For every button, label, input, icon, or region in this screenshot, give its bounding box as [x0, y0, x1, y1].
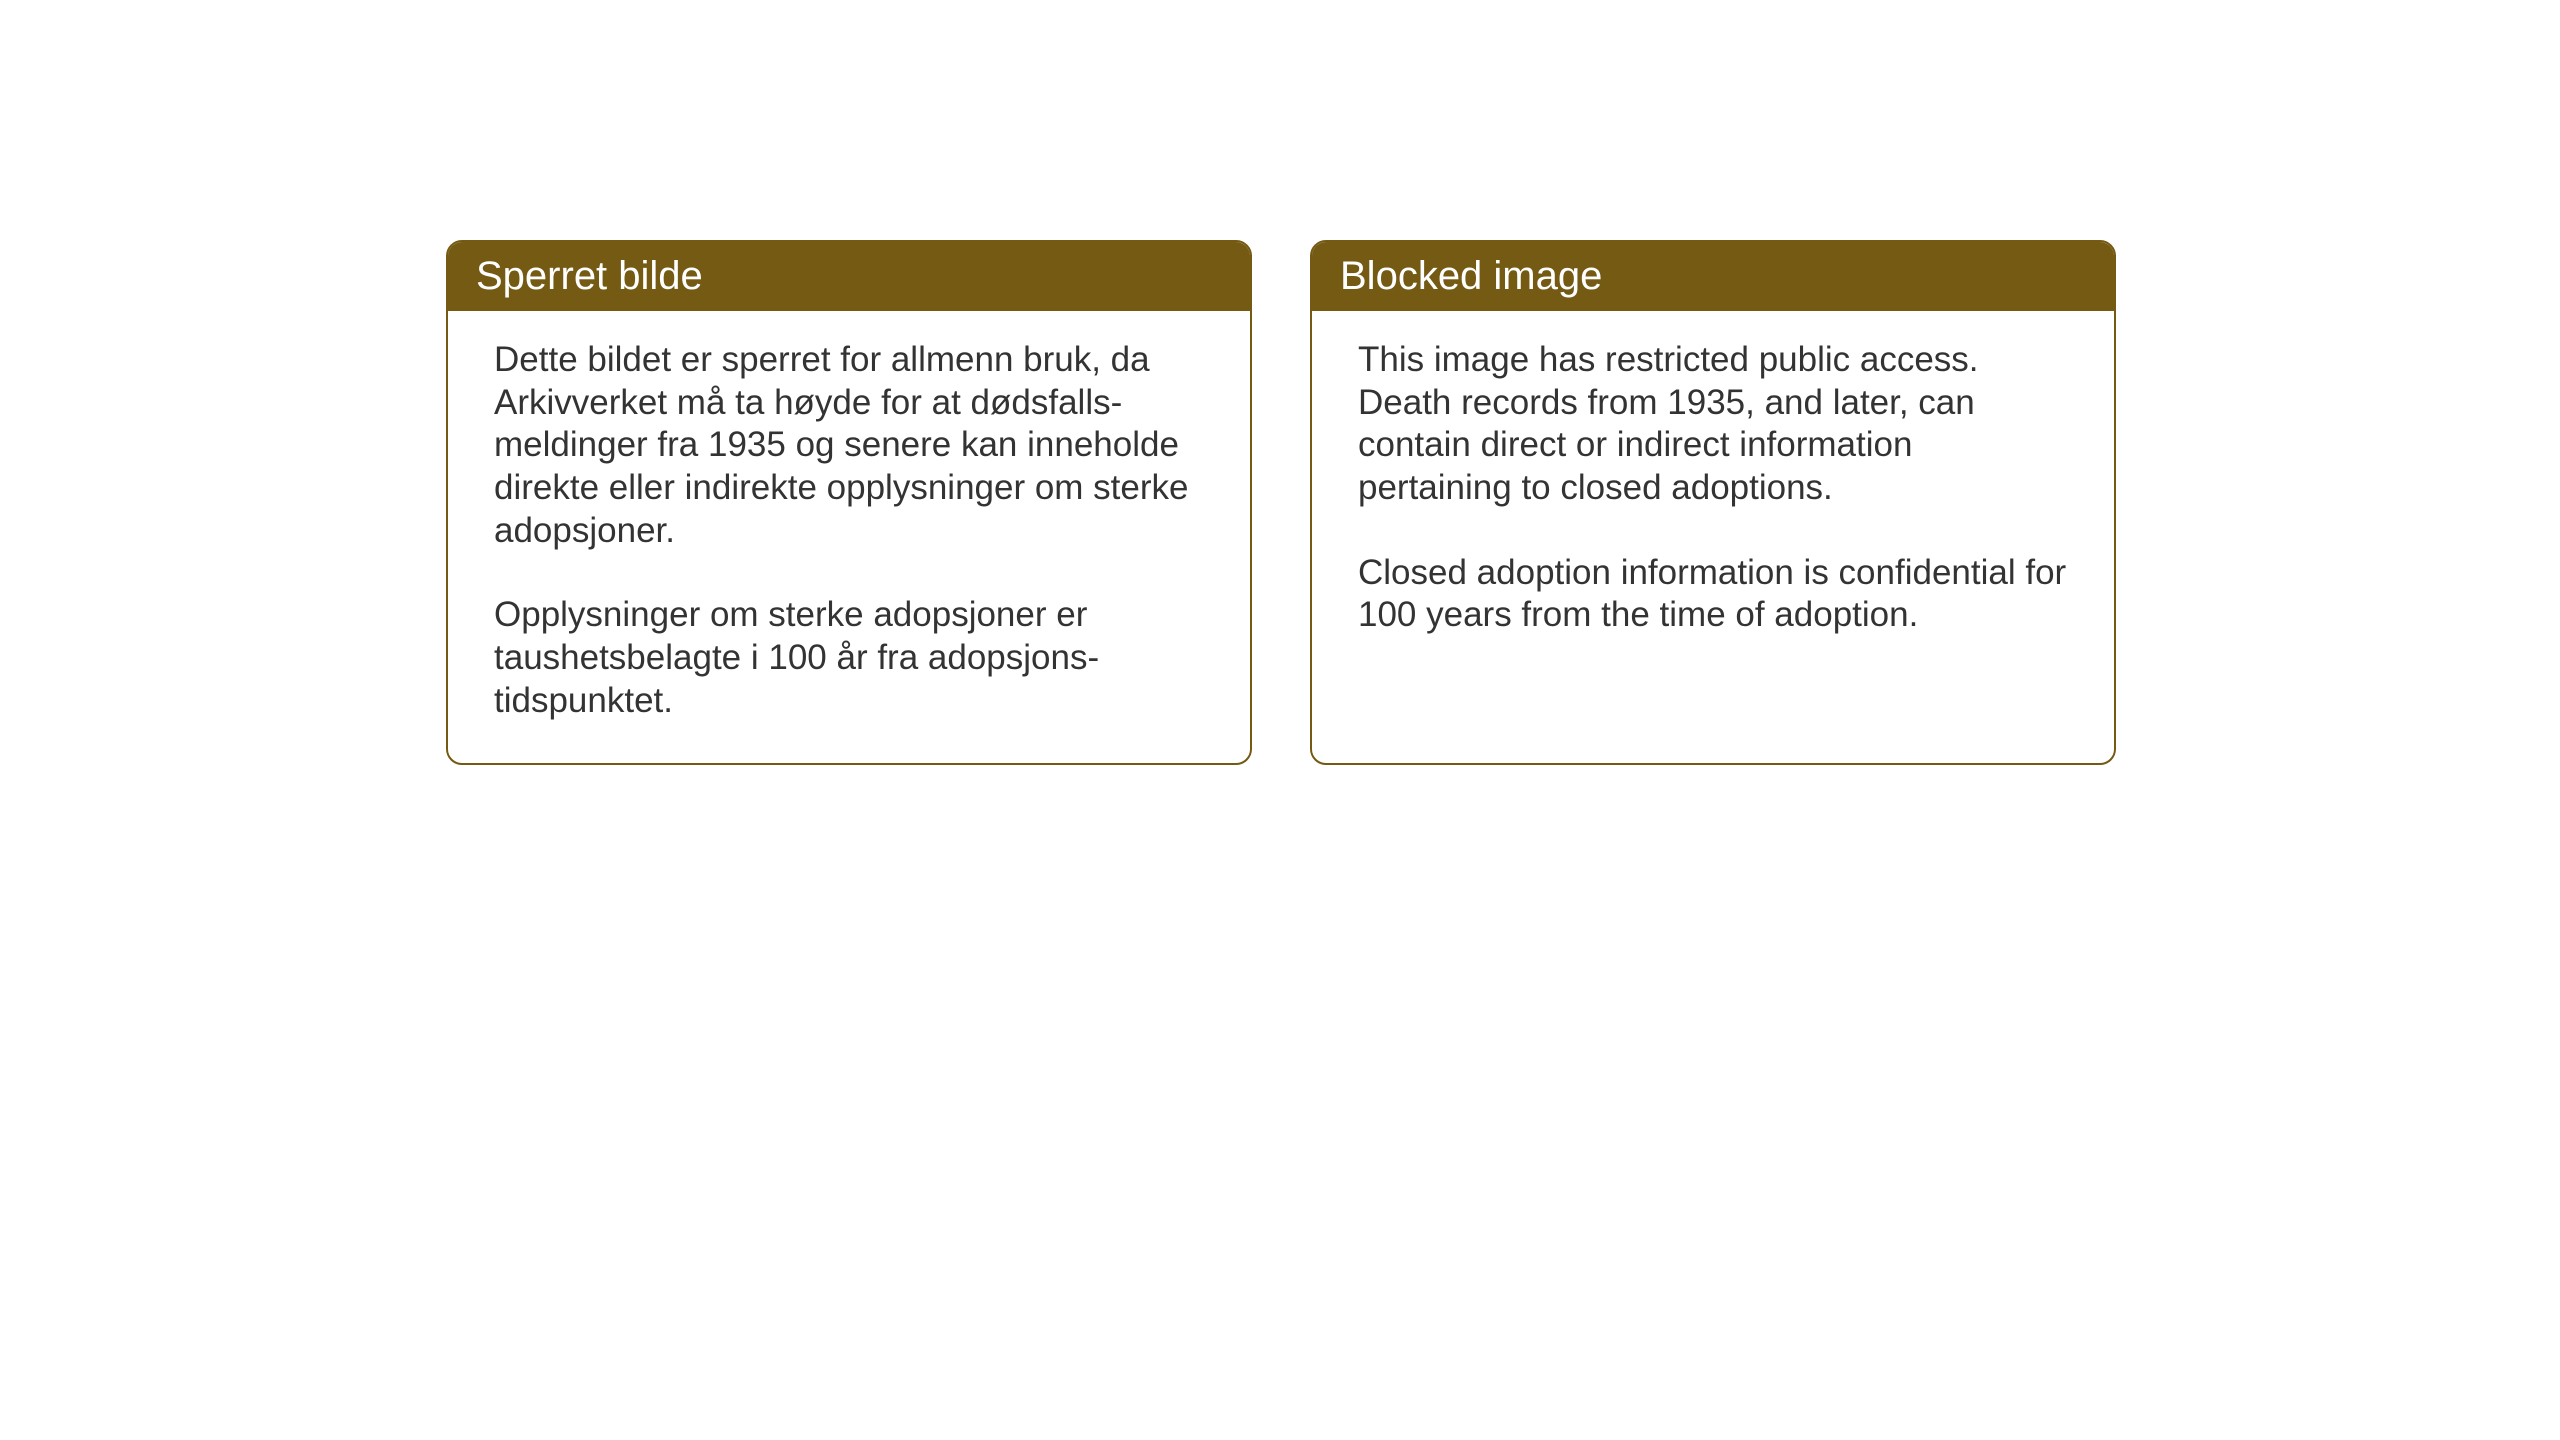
- card-title-norwegian: Sperret bilde: [476, 254, 703, 298]
- card-paragraph-1-norwegian: Dette bildet er sperret for allmenn bruk…: [494, 339, 1204, 552]
- card-body-english: This image has restricted public access.…: [1312, 311, 2114, 677]
- card-body-norwegian: Dette bildet er sperret for allmenn bruk…: [448, 311, 1250, 763]
- card-header-norwegian: Sperret bilde: [448, 242, 1250, 311]
- card-paragraph-2-english: Closed adoption information is confident…: [1358, 552, 2068, 637]
- notice-card-english: Blocked image This image has restricted …: [1310, 240, 2116, 765]
- card-header-english: Blocked image: [1312, 242, 2114, 311]
- notice-card-norwegian: Sperret bilde Dette bildet er sperret fo…: [446, 240, 1252, 765]
- card-paragraph-1-english: This image has restricted public access.…: [1358, 339, 2068, 510]
- notice-cards-container: Sperret bilde Dette bildet er sperret fo…: [446, 240, 2116, 765]
- card-paragraph-2-norwegian: Opplysninger om sterke adopsjoner er tau…: [494, 594, 1204, 722]
- card-title-english: Blocked image: [1340, 254, 1602, 298]
